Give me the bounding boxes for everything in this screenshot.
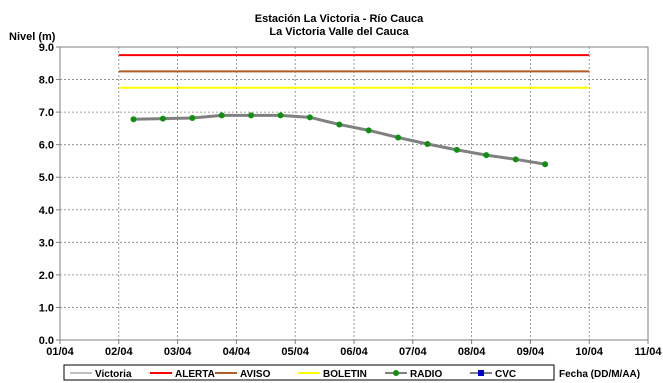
data-point: [277, 112, 284, 119]
y-tick-label: 3.0: [39, 237, 54, 249]
legend-marker-radio: [393, 370, 399, 376]
legend-label-radio: RADIO: [410, 369, 442, 380]
y-axis-label: Nivel (m): [9, 31, 56, 43]
data-point: [218, 112, 225, 119]
x-tick-label: 03/04: [164, 346, 192, 358]
legend-label-alerta: ALERTA: [175, 369, 215, 380]
data-point: [395, 134, 402, 141]
chart-subtitle: La Victoria Valle del Cauca: [269, 26, 409, 38]
y-tick-label: 2.0: [39, 270, 54, 282]
data-point: [306, 114, 313, 121]
data-point: [512, 156, 519, 163]
data-point: [159, 115, 166, 122]
data-point: [189, 114, 196, 121]
x-tick-label: 07/04: [399, 346, 427, 358]
grid: [56, 46, 649, 344]
x-tick-label: 10/04: [575, 346, 603, 358]
data-point: [248, 112, 255, 119]
y-tick-label: 6.0: [39, 140, 54, 152]
x-tick-label: 06/04: [340, 346, 368, 358]
legend-label-victoria: Victoria: [95, 369, 132, 380]
data-point: [453, 146, 460, 153]
threshold-lines: [118, 54, 590, 89]
series-group: [130, 112, 549, 168]
x-tick-label: 02/04: [105, 346, 133, 358]
x-tick-label: 09/04: [517, 346, 545, 358]
y-tick-label: 9.0: [39, 42, 54, 54]
x-tick-label: 04/04: [223, 346, 251, 358]
y-tick-label: 1.0: [39, 302, 54, 314]
x-tick-label: 08/04: [458, 346, 486, 358]
legend-label-cvc: CVC: [495, 369, 516, 380]
data-point: [130, 116, 137, 123]
y-tick-label: 0.0: [39, 335, 54, 347]
data-point: [424, 141, 431, 148]
x-axis-label: Fecha (DD/M/AA): [559, 369, 640, 380]
chart-title: Estación La Victoria - Río Cauca: [255, 13, 424, 25]
y-tick-label: 8.0: [39, 75, 54, 87]
y-tick-label: 5.0: [39, 172, 54, 184]
legend-marker-cvc: [478, 370, 484, 376]
y-tick-label: 4.0: [39, 205, 54, 217]
data-point: [336, 121, 343, 128]
x-tick-label: 05/04: [281, 346, 309, 358]
x-tick-label: 11/04: [635, 346, 663, 358]
data-point: [542, 161, 549, 168]
data-point: [483, 152, 490, 159]
legend-label-boletin: BOLETIN: [323, 369, 367, 380]
x-tick-labels: 01/04 02/04 03/04 04/04 05/04 06/04 07/04 08/04…: [46, 346, 662, 358]
legend-label-aviso: AVISO: [240, 369, 271, 380]
legend: Victoria ALERTA AVISO BOLETIN RADIO CVC: [70, 369, 516, 380]
x-tick-label: 01/04: [46, 346, 74, 358]
y-tick-labels: 0.0 1.0 2.0 3.0 4.0 5.0 6.0 7.0 8.0 9.0: [39, 42, 54, 347]
data-point: [365, 127, 372, 134]
y-tick-label: 7.0: [39, 107, 54, 119]
